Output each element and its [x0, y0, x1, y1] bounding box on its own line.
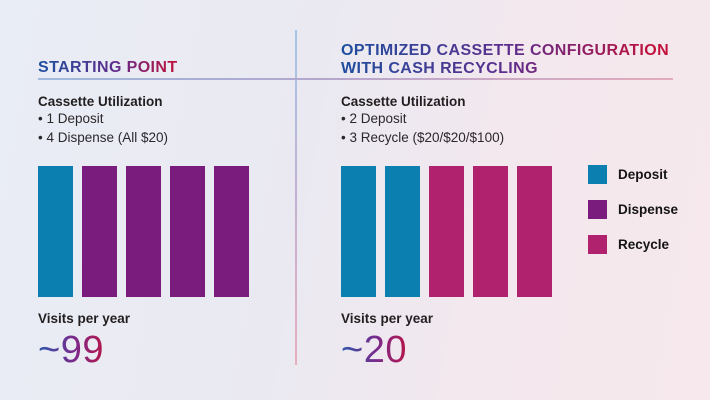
- cassette-bars: [38, 166, 249, 297]
- bullet-item: 1 Deposit: [38, 110, 168, 129]
- title-line: WITH CASH RECYCLING: [341, 59, 538, 77]
- panel-title-starting-point: STARTING POINT: [38, 59, 178, 77]
- cassette-bars: [341, 166, 552, 297]
- bar-deposit: [341, 166, 376, 297]
- legend-label: Recycle: [618, 237, 670, 252]
- bar-deposit: [38, 166, 73, 297]
- bullet-list: 2 Deposit 3 Recycle ($20/$20/$100): [341, 110, 504, 147]
- legend: Deposit Dispense Recycle: [588, 165, 678, 270]
- visits-per-year-value: ~20: [341, 329, 407, 371]
- legend-item-dispense: Dispense: [588, 200, 678, 219]
- bar-dispense: [126, 166, 161, 297]
- bullet-item: 4 Dispense (All $20): [38, 129, 168, 148]
- title-underline-rule: [38, 78, 673, 80]
- panel-divider-line: [295, 30, 297, 365]
- panel-title-optimized: OPTIMIZED CASSETTE CONFIGURATION WITH CA…: [341, 42, 669, 77]
- visits-per-year-label: Visits per year: [38, 311, 131, 326]
- bullet-item: 2 Deposit: [341, 110, 504, 129]
- bullet-list: 1 Deposit 4 Dispense (All $20): [38, 110, 168, 147]
- legend-swatch-deposit: [588, 165, 607, 184]
- bar-dispense: [170, 166, 205, 297]
- legend-item-deposit: Deposit: [588, 165, 678, 184]
- legend-label: Dispense: [618, 202, 679, 217]
- bullet-item: 3 Recycle ($20/$20/$100): [341, 129, 504, 148]
- bar-deposit: [385, 166, 420, 297]
- visits-per-year-label: Visits per year: [341, 311, 434, 326]
- section-title: Cassette Utilization: [341, 94, 466, 109]
- legend-label: Deposit: [618, 167, 668, 182]
- section-title: Cassette Utilization: [38, 94, 163, 109]
- bar-recycle: [429, 166, 464, 297]
- bar-recycle: [473, 166, 508, 297]
- title-line: STARTING POINT: [38, 59, 178, 77]
- visits-per-year-value: ~99: [38, 329, 104, 371]
- bar-dispense: [82, 166, 117, 297]
- bar-recycle: [517, 166, 552, 297]
- legend-swatch-recycle: [588, 235, 607, 254]
- bar-dispense: [214, 166, 249, 297]
- title-line: OPTIMIZED CASSETTE CONFIGURATION: [341, 42, 670, 60]
- legend-swatch-dispense: [588, 200, 607, 219]
- legend-item-recycle: Recycle: [588, 235, 678, 254]
